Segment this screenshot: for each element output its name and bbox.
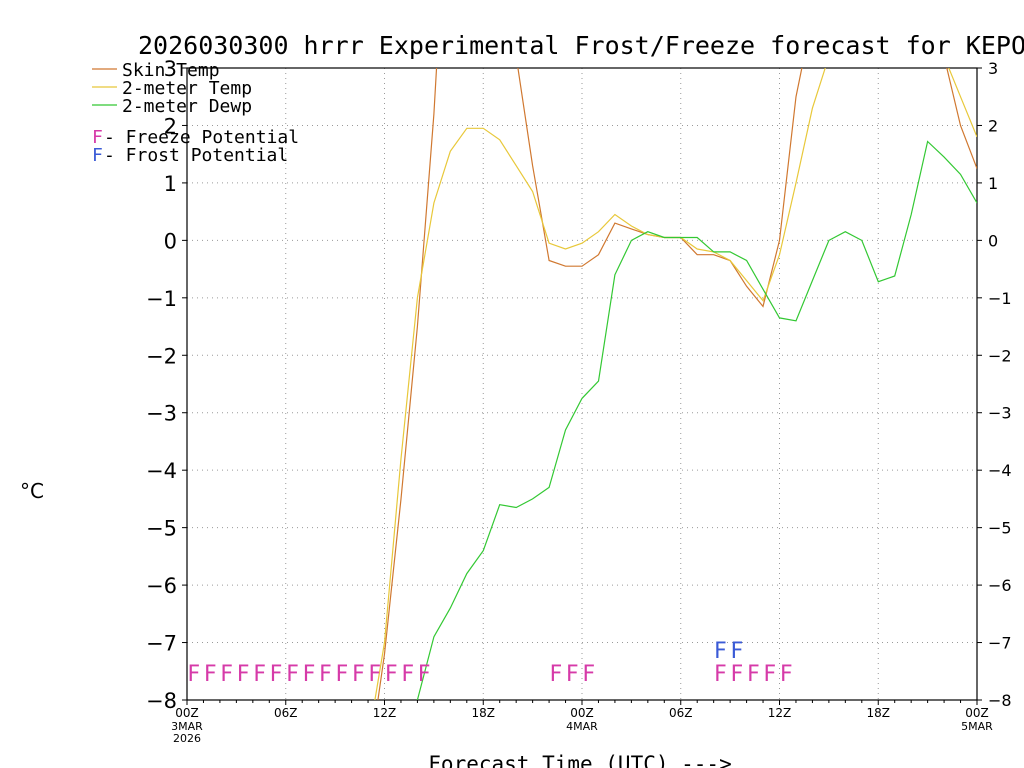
freeze-marker: F <box>270 662 283 687</box>
freeze-marker: F <box>220 662 233 687</box>
y-tick-label-right: 2 <box>988 116 998 135</box>
x-axis-label: Forecast Time (UTC) ---> <box>428 752 731 768</box>
y-tick-label-left: 2 <box>164 114 177 138</box>
y-tick-label-left: −5 <box>146 517 177 541</box>
freeze-marker: F <box>401 662 414 687</box>
y-tick-label-right: −5 <box>988 519 1012 538</box>
x-tick-label: 18Z <box>867 706 891 720</box>
y-axis-label: °C <box>20 479 44 503</box>
y-tick-label-left: −8 <box>146 689 177 713</box>
y-tick-label-left: −2 <box>146 344 177 368</box>
plot-area: −8 −8 −7 −7 −6 −6 −5 −5 −4 −4 −3 −3 −2 −2 −1 −1 0 0 1 1 2 2 3 3… <box>92 57 1012 745</box>
freeze-marker: F <box>566 662 579 687</box>
freeze-marker: F <box>747 662 760 687</box>
freeze-marker: F <box>303 662 316 687</box>
freeze-marker: F <box>319 662 332 687</box>
freeze-marker: F <box>369 662 382 687</box>
freeze-marker: F <box>188 662 201 687</box>
legend-frost-glyph: F <box>92 145 103 166</box>
chart-title: 2026030300 hrrr Experimental Frost/Freez… <box>138 31 1024 60</box>
frost-marker: F <box>714 639 727 664</box>
y-tick-label-right: −3 <box>988 404 1012 423</box>
y-tick-label-right: 1 <box>988 174 998 193</box>
y-tick-label-right: −4 <box>988 461 1012 480</box>
x-tick-label: 06Z <box>274 706 298 720</box>
y-tick-label-right: −1 <box>988 289 1012 308</box>
x-tick-sublabel: 2026 <box>173 732 201 745</box>
legend-frost-label: - Frost Potential <box>104 145 288 166</box>
freeze-marker: F <box>286 662 299 687</box>
freeze-marker: F <box>583 662 596 687</box>
y-tick-label-right: 3 <box>988 59 998 78</box>
freeze-marker: F <box>780 662 793 687</box>
freeze-marker: F <box>253 662 266 687</box>
freeze-marker: F <box>336 662 349 687</box>
series-line-skin-temp <box>377 68 977 700</box>
freeze-marker: F <box>731 662 744 687</box>
x-tick-label: 00Z <box>570 706 594 720</box>
y-tick-label-left: −4 <box>146 459 177 483</box>
y-tick-label-right: −2 <box>988 346 1012 365</box>
x-tick-label: 06Z <box>669 706 693 720</box>
plot-frame <box>186 67 978 701</box>
x-tick-label: 12Z <box>373 706 397 720</box>
y-tick-label-left: 1 <box>164 172 177 196</box>
freeze-marker: F <box>352 662 365 687</box>
y-tick-label-left: 3 <box>164 57 177 81</box>
y-tick-label-left: −6 <box>146 574 177 598</box>
freeze-marker: F <box>550 662 563 687</box>
freeze-marker: F <box>714 662 727 687</box>
x-tick-sublabel: 3MAR <box>171 720 203 733</box>
y-tick-label-left: −3 <box>146 402 177 426</box>
y-tick-label-left: −1 <box>146 287 177 311</box>
x-tick-label: 12Z <box>768 706 792 720</box>
x-tick-sublabel: 5MAR <box>961 720 993 733</box>
freeze-marker: F <box>764 662 777 687</box>
y-tick-label-right: −6 <box>988 576 1012 595</box>
series-line-2-meter-dewp <box>416 140 977 700</box>
x-tick-label: 00Z <box>175 706 199 720</box>
legend-label: Skin Temp <box>122 60 220 81</box>
y-tick-label-right: 0 <box>988 231 998 250</box>
frost-marker: F <box>731 639 744 664</box>
legend-freeze-glyph: F <box>92 127 103 148</box>
legend-label: 2-meter Temp <box>122 78 252 99</box>
x-tick-label: 00Z <box>965 706 989 720</box>
series-line-2-meter-temp <box>374 68 977 700</box>
y-tick-label-left: −7 <box>146 632 177 656</box>
freeze-marker: F <box>418 662 431 687</box>
legend-label: 2-meter Dewp <box>122 96 252 117</box>
y-tick-label-left: 0 <box>164 229 177 253</box>
legend-freeze-label: - Freeze Potential <box>104 127 299 148</box>
freeze-marker: F <box>385 662 398 687</box>
y-tick-label-right: −8 <box>988 691 1012 710</box>
freeze-marker: F <box>237 662 250 687</box>
x-tick-label: 18Z <box>472 706 496 720</box>
x-tick-sublabel: 4MAR <box>566 720 598 733</box>
y-tick-label-right: −7 <box>988 634 1012 653</box>
freeze-marker: F <box>204 662 217 687</box>
